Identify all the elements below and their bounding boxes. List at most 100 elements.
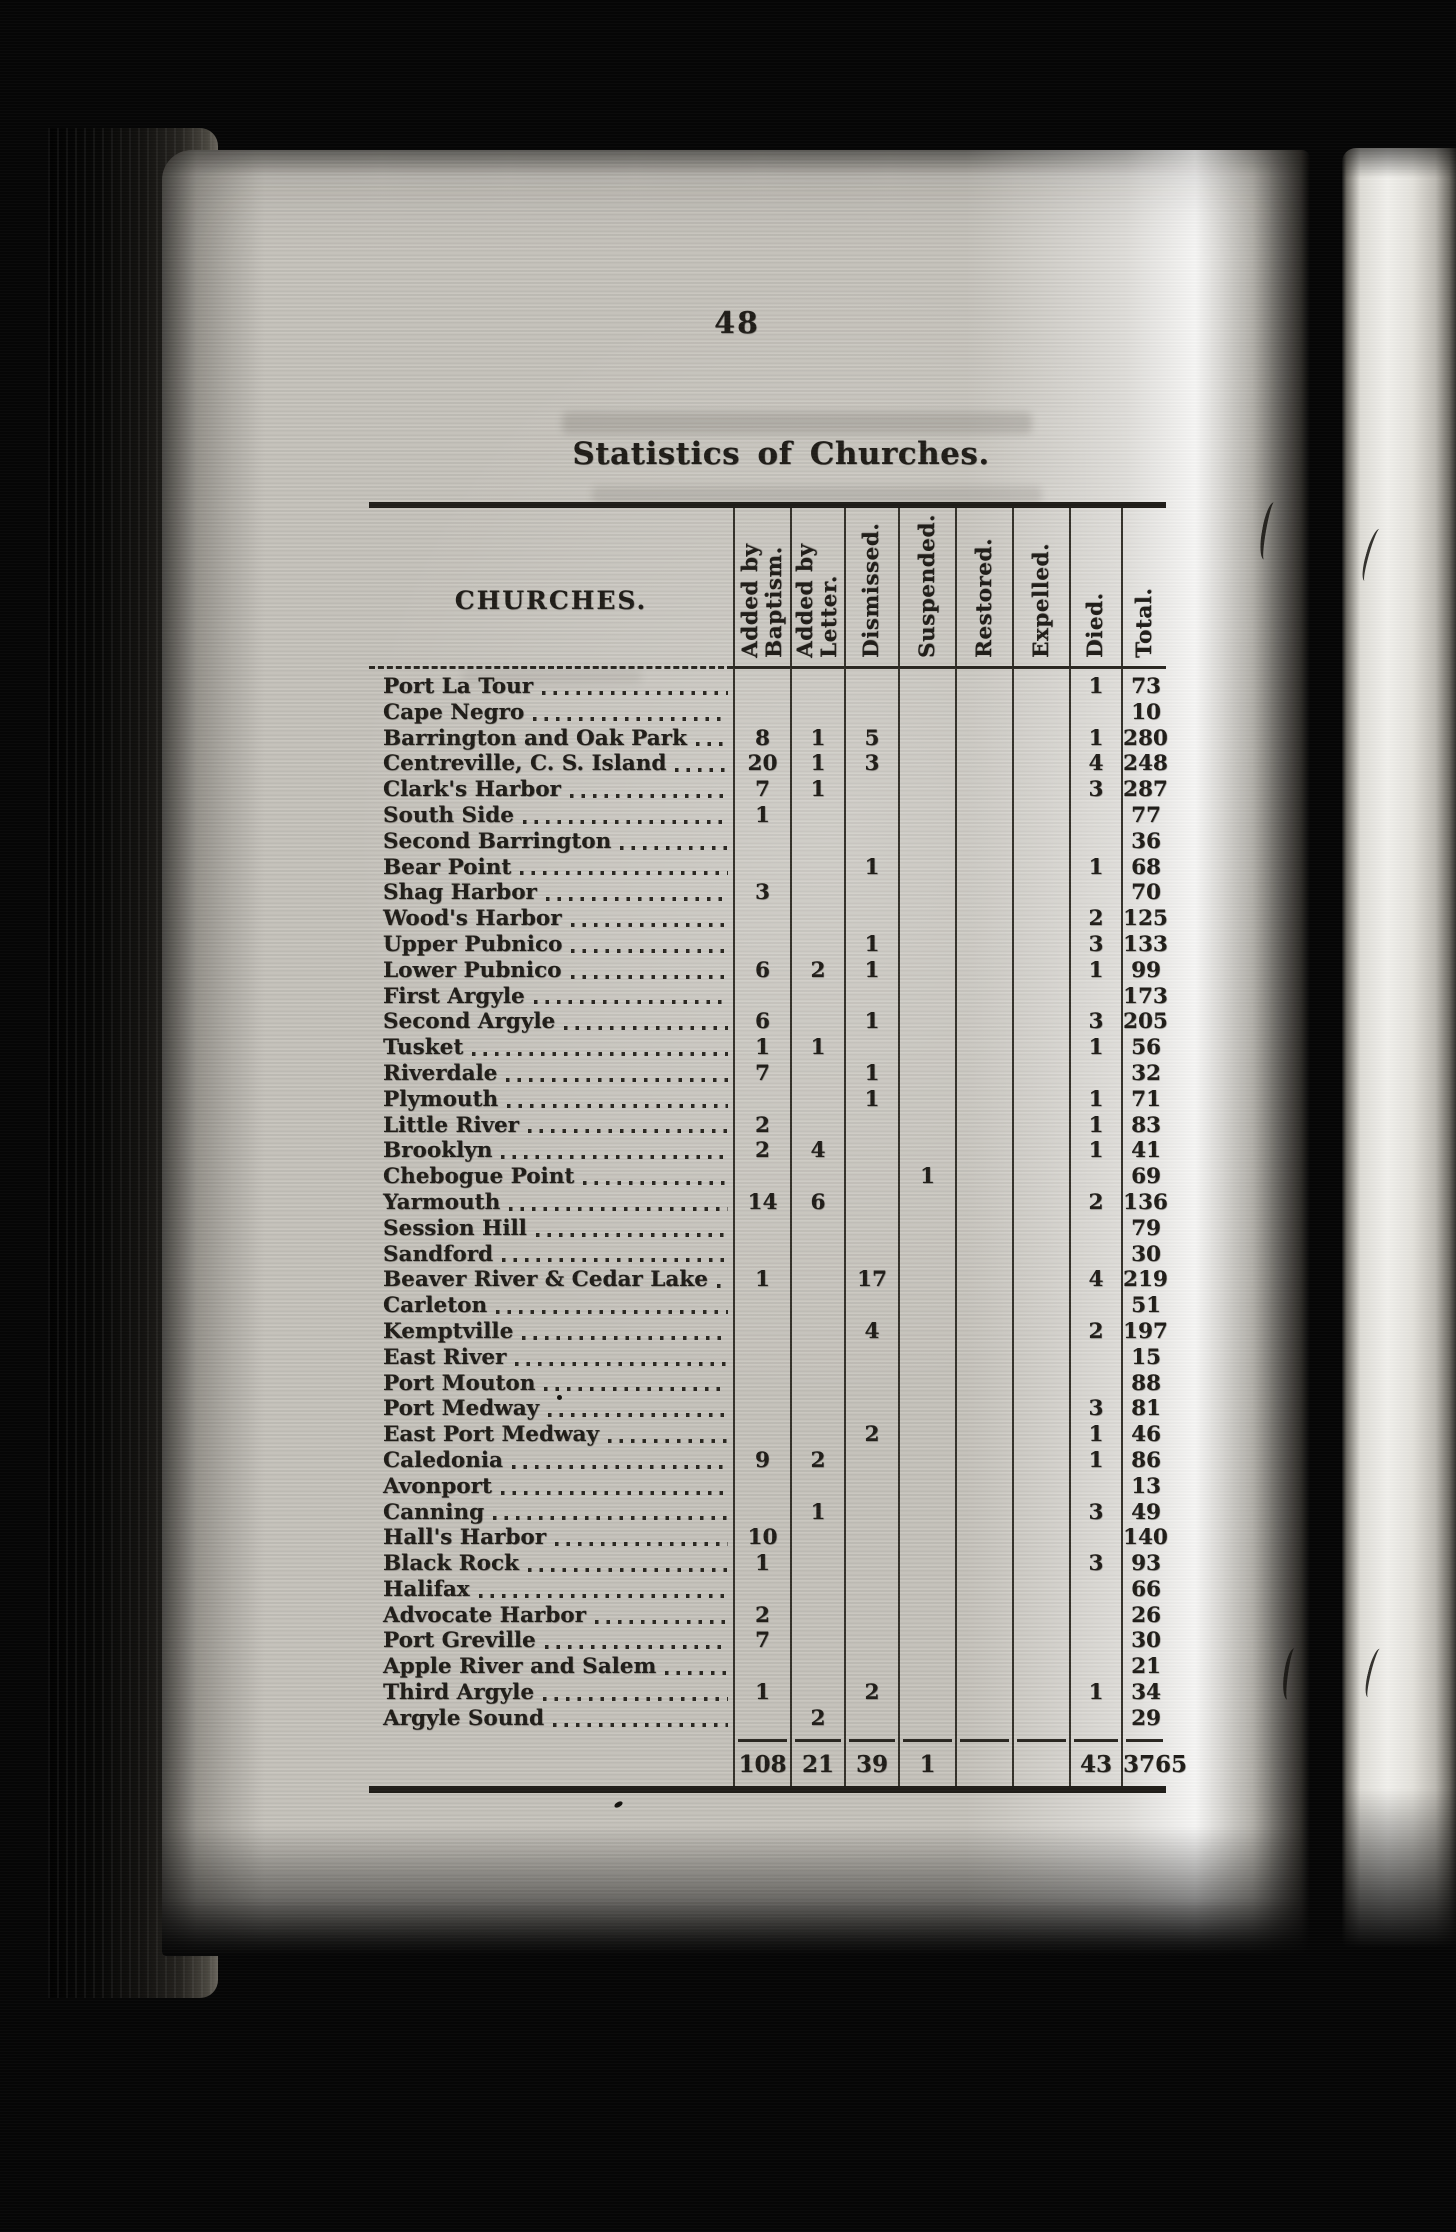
value-cell-died: 4 — [1069, 1267, 1121, 1294]
value-cell-dismissed: 2 — [844, 1422, 898, 1448]
church-name: Shag Harbor — [383, 880, 537, 906]
table-row: Centreville, C. S. Island 20 1 3 4 248 — [369, 751, 1168, 778]
church-name: Second Barrington — [383, 828, 612, 854]
value-cell-dismissed — [844, 1499, 898, 1526]
value-cell-died: 3 — [1069, 1499, 1121, 1526]
value-cell-suspended — [898, 699, 955, 726]
column-header-added-by-baptism: Added by Baptism. — [733, 508, 790, 666]
church-name-cell: Second Argyle — [369, 1009, 733, 1035]
dotted-leader — [496, 1310, 728, 1315]
value-cell-dismissed — [844, 983, 898, 1010]
value-cell-letter — [790, 1318, 844, 1345]
value-cell-letter — [790, 828, 844, 855]
table-row: Port Mouton 88 — [369, 1370, 1166, 1397]
value-cell-baptism — [733, 1344, 790, 1371]
value-cell-expelled — [1012, 725, 1069, 752]
value-cell-baptism: 7 — [733, 1060, 790, 1087]
value-cell-expelled — [1012, 1680, 1069, 1706]
column-header-died: Died. — [1069, 508, 1121, 666]
value-cell-letter: 1 — [790, 777, 844, 803]
value-cell-restored — [955, 1602, 1012, 1629]
value-cell-suspended — [898, 906, 955, 932]
church-name: Lower Pubnico — [383, 957, 562, 983]
column-header-dismissed: Dismissed. — [844, 508, 898, 666]
dotted-leader — [544, 1387, 728, 1392]
church-name: Beaver River & Cedar Lake — [383, 1267, 708, 1293]
dotted-leader — [564, 1026, 728, 1031]
value-cell-restored — [955, 1525, 1012, 1552]
value-cell-total: 41 — [1121, 1138, 1166, 1165]
church-name: Port Mouton — [383, 1370, 536, 1396]
church-name: Sandford — [383, 1241, 494, 1267]
church-name: Yarmouth — [383, 1189, 501, 1215]
value-cell-died: 1 — [1069, 1112, 1121, 1139]
value-cell-total: 248 — [1121, 751, 1168, 778]
church-name: Argyle Sound — [383, 1705, 545, 1731]
value-cell-suspended — [898, 1602, 955, 1629]
value-cell-baptism — [733, 931, 790, 958]
church-name-cell: Brooklyn — [369, 1138, 733, 1164]
dotted-leader — [500, 1490, 728, 1495]
value-cell-expelled — [1012, 1241, 1069, 1268]
value-cell-expelled — [1012, 854, 1069, 881]
value-cell-suspended — [898, 931, 955, 958]
value-cell-died: 1 — [1069, 674, 1121, 700]
value-cell-expelled — [1012, 1705, 1069, 1732]
value-cell-restored — [955, 1422, 1012, 1448]
dotted-leader — [695, 742, 728, 747]
dotted-leader — [493, 1516, 728, 1521]
value-cell-restored — [955, 725, 1012, 752]
value-cell-suspended — [898, 802, 955, 829]
church-name-cell: East River — [369, 1345, 733, 1371]
page-bottom-shadow — [162, 1826, 1310, 1956]
value-cell-baptism — [733, 1241, 790, 1268]
table-header-row: CHURCHES. Added by Baptism. Added by Let… — [369, 508, 1166, 666]
value-cell-letter — [790, 931, 844, 958]
total-baptism: 108 — [733, 1747, 790, 1786]
value-cell-died: 1 — [1069, 1035, 1121, 1061]
church-name: Barrington and Oak Park — [383, 725, 687, 751]
total-expelled — [1012, 1747, 1069, 1786]
value-cell-restored — [955, 1654, 1012, 1681]
table-row: Advocate Harbor 2 26 — [369, 1602, 1166, 1629]
value-cell-expelled — [1012, 1060, 1069, 1087]
value-cell-dismissed — [844, 1628, 898, 1655]
church-name-cell: Port La Tour — [369, 674, 733, 700]
total-suspended: 1 — [898, 1747, 955, 1786]
value-cell-letter — [790, 699, 844, 726]
value-cell-baptism: 14 — [733, 1189, 790, 1216]
value-cell-letter — [790, 1009, 844, 1036]
value-cell-dismissed: 3 — [844, 751, 898, 778]
value-cell-restored — [955, 777, 1012, 803]
value-cell-baptism: 7 — [733, 777, 790, 803]
table-row: Clark's Harbor 7 1 3 287 — [369, 777, 1168, 803]
value-cell-suspended — [898, 828, 955, 855]
column-header-added-by-letter: Added by Letter. — [790, 508, 844, 666]
value-cell-died — [1069, 699, 1121, 726]
value-cell-expelled — [1012, 1318, 1069, 1345]
dotted-leader — [607, 1439, 728, 1443]
table-row: Carleton 51 — [369, 1293, 1166, 1319]
value-cell-letter — [790, 854, 844, 881]
value-cell-restored — [955, 1551, 1012, 1577]
dotted-leader — [543, 1696, 728, 1701]
value-cell-letter — [790, 1473, 844, 1500]
table-row: Sandford 30 — [369, 1241, 1166, 1268]
value-cell-suspended — [898, 1318, 955, 1345]
value-cell-expelled — [1012, 931, 1069, 958]
value-cell-total: 13 — [1121, 1473, 1166, 1500]
dotted-leader — [478, 1593, 728, 1598]
value-cell-suspended — [898, 1112, 955, 1139]
value-cell-suspended — [898, 1551, 955, 1577]
church-name: Upper Pubnico — [383, 931, 563, 957]
value-cell-total: 99 — [1121, 957, 1166, 984]
value-cell-expelled — [1012, 674, 1069, 700]
bleedthrough-smudge — [562, 412, 1032, 434]
value-cell-total: 173 — [1121, 983, 1168, 1010]
ink-mark — [1362, 1647, 1386, 1699]
value-cell-expelled — [1012, 699, 1069, 726]
value-cell-expelled — [1012, 1009, 1069, 1036]
value-cell-baptism — [733, 906, 790, 932]
dotted-leader — [512, 1464, 728, 1469]
value-cell-suspended — [898, 1138, 955, 1165]
